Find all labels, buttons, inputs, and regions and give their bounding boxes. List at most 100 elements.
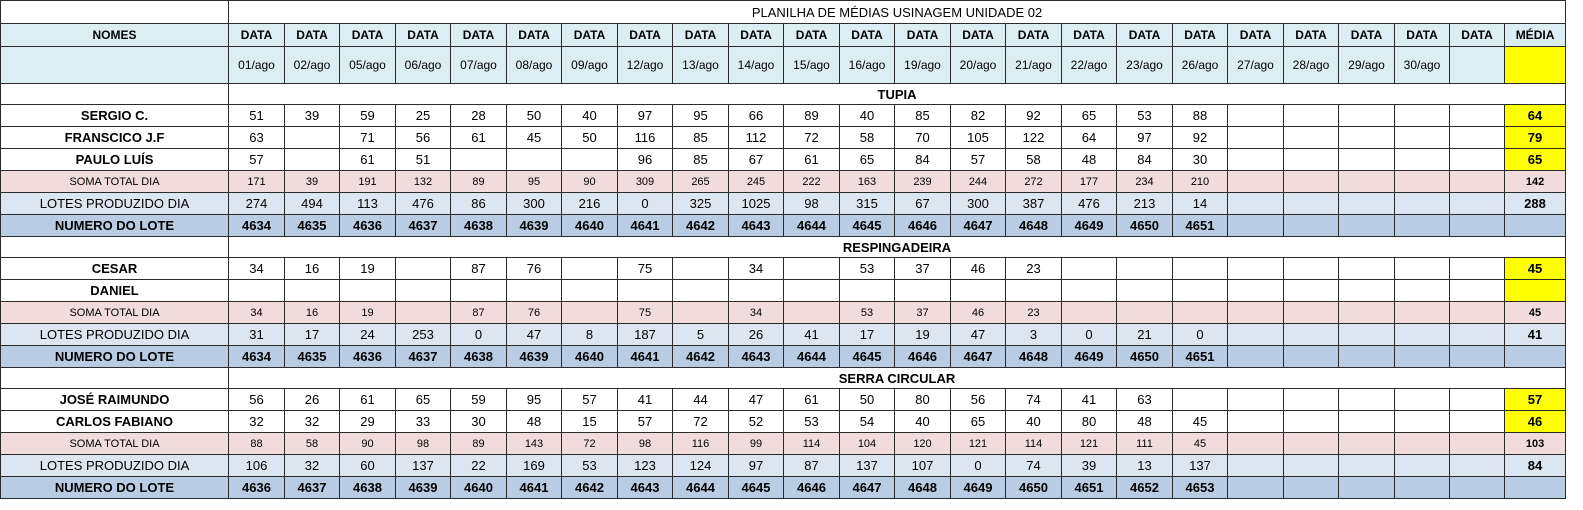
value-cell[interactable]: 4637 [395,345,451,368]
value-cell[interactable] [1449,345,1505,368]
value-cell[interactable] [1449,148,1505,171]
value-cell[interactable] [1227,192,1284,215]
date-column-header[interactable]: DATA [506,23,562,47]
value-cell[interactable]: 57 [228,148,285,171]
value-cell[interactable]: 216 [561,192,618,215]
value-cell[interactable] [1283,388,1339,411]
section-title[interactable]: RESPINGADEIRA [227,236,1567,258]
value-cell[interactable]: 239 [894,170,951,193]
value-cell[interactable]: 40 [1005,410,1062,433]
value-cell[interactable] [1172,257,1228,280]
media-cell[interactable]: 64 [1503,104,1567,127]
value-cell[interactable] [1449,476,1505,499]
value-cell[interactable]: 89 [450,170,507,193]
date-cell[interactable]: 05/ago [339,46,396,84]
value-cell[interactable] [339,279,396,302]
value-cell[interactable] [1061,279,1117,302]
value-cell[interactable]: 476 [395,192,451,215]
value-cell[interactable]: 84 [894,148,951,171]
value-cell[interactable]: 50 [506,104,562,127]
value-cell[interactable] [561,279,618,302]
value-cell[interactable]: 44 [672,388,729,411]
value-cell[interactable]: 95 [506,388,562,411]
value-cell[interactable]: 4635 [284,214,340,237]
value-cell[interactable]: 50 [839,388,895,411]
row-label[interactable]: NUMERO DO LOTE [0,345,229,368]
value-cell[interactable] [1338,192,1395,215]
value-cell[interactable]: 41 [617,388,673,411]
value-cell[interactable] [1449,279,1505,302]
value-cell[interactable]: 76 [506,301,562,324]
value-cell[interactable]: 58 [1005,148,1062,171]
value-cell[interactable] [1394,388,1450,411]
media-cell[interactable] [1503,214,1567,237]
value-cell[interactable] [1394,214,1450,237]
value-cell[interactable]: 4639 [395,476,451,499]
value-cell[interactable] [1338,126,1395,149]
value-cell[interactable]: 26 [284,388,340,411]
value-cell[interactable]: 105 [950,126,1006,149]
value-cell[interactable]: 67 [728,148,784,171]
value-cell[interactable]: 4647 [839,476,895,499]
date-cell[interactable]: 27/ago [1227,46,1284,84]
row-label[interactable]: LOTES PRODUZIDO DIA [0,192,229,215]
value-cell[interactable]: 61 [783,148,840,171]
value-cell[interactable] [506,279,562,302]
value-cell[interactable]: 476 [1061,192,1117,215]
value-cell[interactable]: 67 [894,192,951,215]
value-cell[interactable]: 4645 [839,345,895,368]
value-cell[interactable]: 39 [284,170,340,193]
value-cell[interactable]: 4634 [228,214,285,237]
value-cell[interactable]: 0 [617,192,673,215]
value-cell[interactable]: 123 [617,454,673,477]
value-cell[interactable]: 4642 [672,345,729,368]
value-cell[interactable]: 48 [1061,148,1117,171]
value-cell[interactable]: 40 [839,104,895,127]
date-column-header[interactable]: DATA [1449,23,1505,47]
value-cell[interactable] [1172,388,1228,411]
media-cell[interactable]: 45 [1503,257,1567,280]
value-cell[interactable]: 0 [950,454,1006,477]
value-cell[interactable]: 70 [894,126,951,149]
value-cell[interactable]: 65 [950,410,1006,433]
value-cell[interactable]: 244 [950,170,1006,193]
value-cell[interactable]: 4638 [450,214,507,237]
value-cell[interactable]: 16 [284,257,340,280]
value-cell[interactable]: 90 [561,170,618,193]
value-cell[interactable] [1394,323,1450,346]
value-cell[interactable]: 22 [450,454,507,477]
value-cell[interactable]: 85 [894,104,951,127]
value-cell[interactable]: 24 [339,323,396,346]
value-cell[interactable]: 85 [672,148,729,171]
value-cell[interactable]: 40 [561,104,618,127]
value-cell[interactable]: 47 [950,323,1006,346]
value-cell[interactable] [506,148,562,171]
value-cell[interactable]: 187 [617,323,673,346]
date-cell[interactable]: 19/ago [894,46,951,84]
value-cell[interactable]: 85 [672,126,729,149]
date-column-header[interactable]: DATA [561,23,618,47]
value-cell[interactable]: 4640 [561,214,618,237]
value-cell[interactable]: 4634 [228,345,285,368]
value-cell[interactable]: 19 [339,301,396,324]
value-cell[interactable]: 56 [950,388,1006,411]
value-cell[interactable]: 28 [450,104,507,127]
value-cell[interactable]: 21 [1116,323,1173,346]
value-cell[interactable]: 71 [339,126,396,149]
value-cell[interactable]: 61 [450,126,507,149]
value-cell[interactable]: 53 [783,410,840,433]
value-cell[interactable] [1227,323,1284,346]
value-cell[interactable] [1449,454,1505,477]
row-label[interactable]: LOTES PRODUZIDO DIA [0,454,229,477]
date-column-header[interactable]: DATA [1394,23,1450,47]
value-cell[interactable]: 4651 [1172,214,1228,237]
value-cell[interactable]: 30 [1172,148,1228,171]
value-cell[interactable]: 137 [1172,454,1228,477]
value-cell[interactable] [1227,388,1284,411]
value-cell[interactable]: 45 [1172,410,1228,433]
value-cell[interactable]: 96 [617,148,673,171]
media-cell[interactable] [1503,279,1567,302]
value-cell[interactable] [1283,432,1339,455]
value-cell[interactable] [1394,279,1450,302]
media-header[interactable]: MÉDIA [1503,23,1567,47]
